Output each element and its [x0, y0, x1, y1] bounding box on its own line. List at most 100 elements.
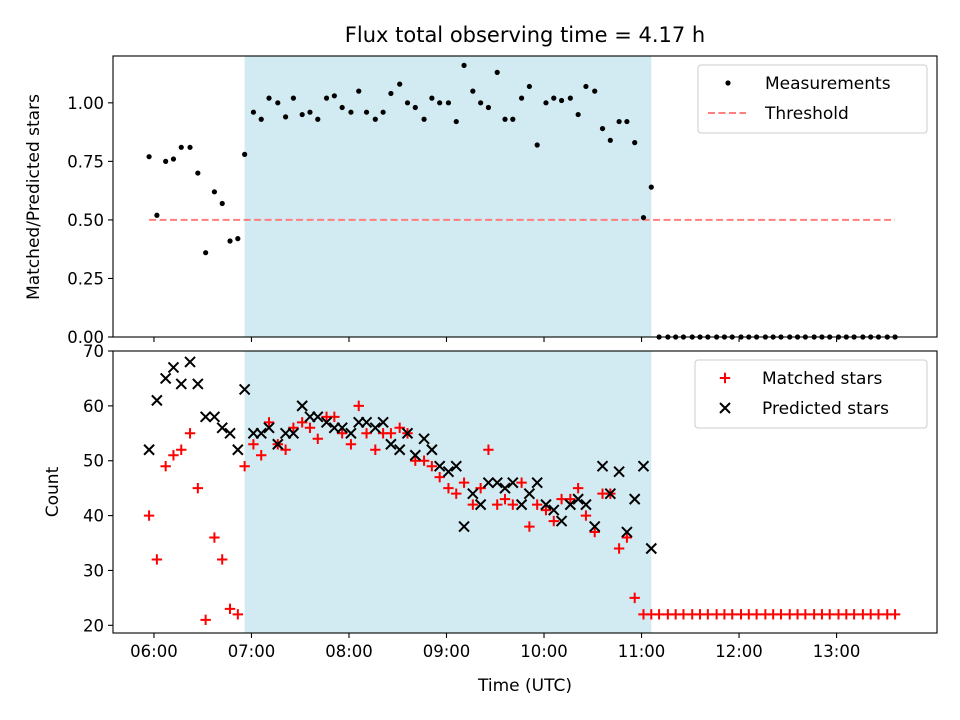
x-tick-label: 07:00	[228, 642, 276, 661]
predicted-stars-point	[433, 460, 446, 472]
matched-stars-point	[434, 471, 445, 483]
measurements-point	[648, 184, 654, 190]
measurements-point	[599, 125, 606, 132]
matched-stars-point	[184, 428, 196, 439]
measurements-point	[388, 90, 394, 97]
measurements-point	[470, 88, 476, 94]
predicted-stars-point	[645, 542, 657, 555]
measurements-point	[485, 104, 492, 111]
panel-ratio: 0.00 0.25 0.50 0.75 1.00 Matched/Predicted s…	[24, 55, 938, 347]
axes-frame-top	[112, 55, 938, 338]
matched-stars-point	[613, 543, 625, 554]
y-tick-label: 30	[83, 561, 104, 580]
y-tick-label: 70	[83, 342, 104, 361]
matched-stars-point	[256, 450, 267, 461]
matched-stars-point	[580, 510, 592, 521]
measurements-point	[146, 154, 152, 160]
measurements-point	[461, 62, 467, 68]
matched-stars-point	[702, 609, 714, 620]
measurements-point	[412, 104, 418, 111]
measurements-point	[640, 214, 647, 221]
panel-count: 20 30 40 50 60 70 06:00 07:00 08:00 09:00 10:00 11…	[43, 342, 938, 661]
measurements-point	[437, 100, 443, 106]
matched-stars-point	[443, 482, 454, 494]
y-tick-label: 20	[83, 616, 104, 635]
predicted-stars-point	[458, 520, 470, 533]
predicted-stars-point	[621, 526, 633, 538]
measurements-point	[339, 104, 345, 111]
matched-stars-point	[531, 499, 543, 510]
legend-box	[697, 64, 928, 134]
measurements-point	[307, 109, 313, 115]
measurements-point	[203, 250, 209, 256]
predicted-stars-point	[263, 422, 275, 434]
predicted-stars-point	[548, 504, 560, 516]
x-tick-label: 06:00	[130, 642, 178, 661]
legend-swatch	[719, 372, 731, 384]
matched-stars-point	[775, 609, 787, 620]
matched-stars-point	[751, 609, 762, 620]
y-axis-ticks-top: 0.00 0.25 0.50 0.75 1.00	[67, 94, 113, 347]
matched-stars-point	[492, 499, 503, 510]
measurements-point	[154, 212, 160, 218]
measurements-point	[235, 236, 241, 242]
matched-stars-point	[653, 609, 665, 620]
measurements-point	[283, 114, 289, 120]
measurements-point	[348, 109, 354, 115]
measurements-point	[178, 144, 184, 150]
predicted-stars-point	[426, 444, 438, 456]
predicted-stars-point	[393, 444, 406, 456]
measurements-point	[227, 238, 233, 244]
predicted-stars-point	[192, 378, 204, 390]
matched-stars-point	[824, 609, 835, 620]
legend-swatch	[725, 80, 731, 86]
predicted-stars-point	[320, 416, 333, 429]
measurements-point	[163, 158, 169, 164]
predicted-stars-point	[238, 383, 251, 396]
measurements-point	[299, 111, 305, 118]
x-axis-ticks-bottom: 06:00 07:00 08:00 09:00 10:00 11:00 12:00 13:00	[130, 633, 860, 661]
measurements-point	[526, 83, 532, 90]
matched-stars-point	[516, 477, 527, 488]
matched-stars-point	[426, 461, 438, 472]
matched-stars-point	[192, 482, 204, 494]
matched-stars-point	[345, 439, 357, 450]
predicted-stars-point	[523, 487, 536, 500]
matched-stars-point	[239, 461, 250, 472]
matched-stars-point	[248, 439, 259, 450]
matched-stars-point	[629, 592, 640, 604]
measurements-point	[518, 95, 525, 101]
y-tick-label: 0.25	[67, 269, 104, 288]
matched-stars-point	[200, 614, 211, 626]
matched-stars-point	[361, 428, 372, 439]
legend-box	[694, 359, 928, 429]
matched-stars-point	[217, 554, 228, 565]
predicted-stars-point	[216, 422, 228, 434]
matched-stars-point	[263, 417, 275, 428]
x-axis-label: Time (UTC)	[477, 676, 572, 696]
x-tick-label: 09:00	[423, 642, 471, 661]
legend-swatch	[719, 402, 731, 414]
measurements-point	[534, 142, 540, 148]
predicted-stars-point	[401, 427, 414, 440]
legend-top: Measurements Threshold	[697, 64, 928, 134]
predicted-stars-point	[589, 520, 601, 533]
predicted-stars-point	[467, 487, 479, 500]
predicted-stars-point	[287, 427, 300, 440]
measurements-point	[421, 116, 427, 122]
y-tick-label: 1.00	[67, 94, 104, 113]
predicted-stars-point	[167, 361, 180, 374]
measurements-point	[380, 109, 386, 115]
matched-stars-point	[848, 609, 860, 620]
predicted-stars-point	[442, 465, 455, 478]
legend-label: Predicted stars	[762, 399, 889, 419]
matched-stars-point	[499, 493, 511, 505]
matched-stars-point	[451, 488, 462, 499]
predicted-stars-point	[637, 460, 650, 472]
matched-stars-point	[727, 609, 738, 620]
predicted-stars-point	[345, 427, 357, 440]
y-axis-label-bottom: Count	[43, 466, 63, 517]
predicted-stars-point	[296, 400, 308, 412]
measurements-point	[551, 95, 557, 101]
predicted-stars-point	[208, 411, 221, 423]
